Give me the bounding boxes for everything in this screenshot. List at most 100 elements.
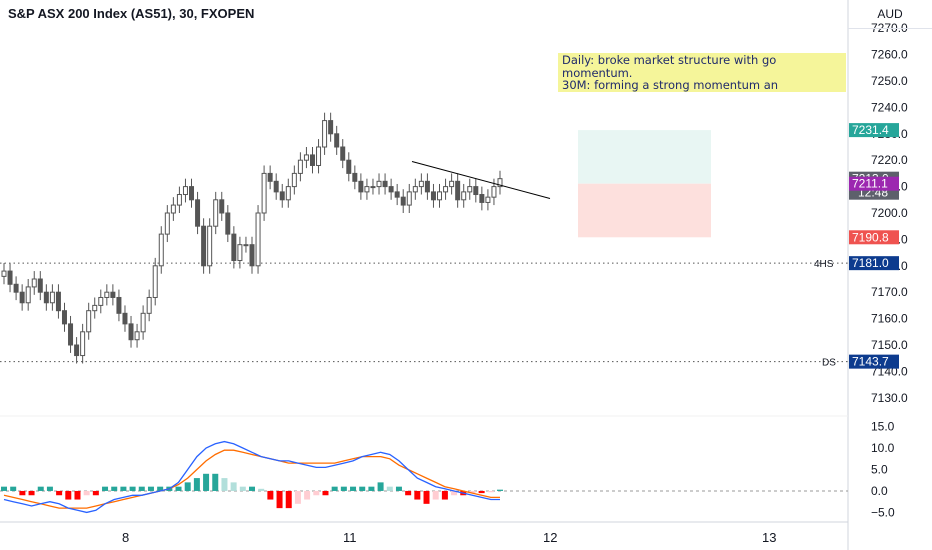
- candle-body: [322, 120, 328, 148]
- candle-body: [92, 304, 98, 312]
- candle-body: [479, 194, 485, 203]
- macd-bar: [432, 490, 439, 500]
- candle-body: [430, 191, 436, 201]
- candle-body: [207, 225, 213, 267]
- candle-body: [455, 180, 461, 201]
- macd-bar: [386, 486, 393, 491]
- candle-body: [134, 331, 140, 341]
- candle-body: [7, 270, 13, 285]
- candle-body: [61, 310, 67, 325]
- candle-body: [146, 296, 152, 314]
- candle-body: [303, 154, 309, 161]
- candle-body: [195, 199, 201, 227]
- candle-body: [279, 191, 285, 201]
- price-tag: [849, 230, 899, 245]
- currency-label[interactable]: AUD: [848, 0, 932, 29]
- macd-bar: [313, 490, 320, 496]
- macd-bar: [147, 486, 154, 491]
- level-label: DS: [822, 358, 836, 369]
- candle-body: [68, 323, 74, 346]
- macd-bar: [304, 490, 311, 500]
- macd-tick-label: 15.0: [871, 420, 895, 434]
- macd-bar: [368, 486, 375, 491]
- candle-body: [219, 199, 225, 214]
- candle-body: [346, 159, 352, 174]
- candle-body: [152, 265, 158, 298]
- chart-title: S&P ASX 200 Index (AS51), 30, FXOPEN: [8, 6, 255, 21]
- macd-bar: [350, 486, 357, 491]
- candle-body: [485, 196, 491, 203]
- candle-body: [376, 180, 382, 188]
- candle-body: [388, 186, 394, 193]
- macd-bar: [230, 482, 237, 491]
- macd-bar: [212, 473, 219, 491]
- x-tick-label: 11: [343, 530, 357, 545]
- macd-bar: [377, 482, 384, 491]
- candle-body: [189, 186, 195, 201]
- macd-bar: [285, 490, 292, 509]
- candle-body: [140, 312, 146, 333]
- macd-bar: [1, 486, 7, 491]
- candle-body: [382, 180, 388, 188]
- macd-bar: [111, 486, 118, 491]
- y-tick-label: 7260.0: [871, 48, 908, 62]
- macd-bar: [28, 490, 35, 496]
- y-tick-label: 7240.0: [871, 100, 908, 114]
- candle-body: [316, 146, 322, 166]
- y-tick-label: 7200.0: [871, 206, 908, 220]
- x-tick-label: 8: [122, 530, 129, 545]
- macd-bar: [405, 490, 412, 496]
- candle-body: [213, 199, 219, 227]
- candle-body: [116, 296, 122, 314]
- macd-line: [3, 440, 500, 514]
- macd-bar: [157, 486, 164, 491]
- candle-body: [164, 212, 170, 235]
- candle-body: [128, 323, 134, 341]
- macd-bar: [478, 490, 485, 494]
- macd-bar: [175, 486, 182, 491]
- candle-body: [1, 270, 7, 277]
- candle-body: [231, 233, 237, 262]
- level-label: 4HS: [814, 259, 834, 270]
- profit-zone: [578, 130, 711, 184]
- candle-body: [86, 310, 92, 333]
- candle-body: [443, 186, 449, 193]
- axis-settings-corner[interactable]: [848, 522, 932, 550]
- y-tick-label: 7170.0: [871, 285, 908, 299]
- macd-bar: [120, 486, 127, 491]
- candle-body: [243, 244, 249, 247]
- price-tag-value: 7181.0: [852, 256, 889, 270]
- candle-body: [80, 331, 86, 357]
- candle-body: [158, 233, 164, 267]
- candle-body: [98, 296, 104, 306]
- annotation-note[interactable]: Daily: broke market structure with go mo…: [558, 53, 846, 92]
- candle-body: [25, 286, 31, 304]
- x-tick-label: 13: [762, 530, 776, 545]
- macd-bar: [10, 486, 17, 491]
- candle-body: [449, 180, 455, 188]
- candle-body: [110, 291, 116, 298]
- macd-bar: [37, 486, 44, 491]
- candle-body: [122, 312, 128, 325]
- y-tick-label: 7220.0: [871, 153, 908, 167]
- macd-bar: [423, 490, 430, 504]
- candle-body: [237, 244, 243, 262]
- candle-body: [55, 291, 61, 312]
- candle-body: [104, 291, 110, 298]
- candle-body: [473, 186, 479, 196]
- macd-bar: [239, 486, 246, 491]
- candle-body: [467, 186, 473, 193]
- macd-bar: [19, 490, 26, 496]
- macd-bar: [294, 490, 301, 504]
- macd-bar: [83, 490, 90, 496]
- candle-body: [201, 225, 207, 267]
- candle-body: [170, 204, 176, 214]
- candle-body: [273, 180, 279, 193]
- candle-body: [461, 191, 467, 201]
- macd-bar: [487, 490, 494, 493]
- macd-bar: [203, 473, 210, 491]
- macd-bar: [414, 490, 421, 500]
- candle-body: [297, 159, 303, 174]
- candle-body: [424, 180, 430, 193]
